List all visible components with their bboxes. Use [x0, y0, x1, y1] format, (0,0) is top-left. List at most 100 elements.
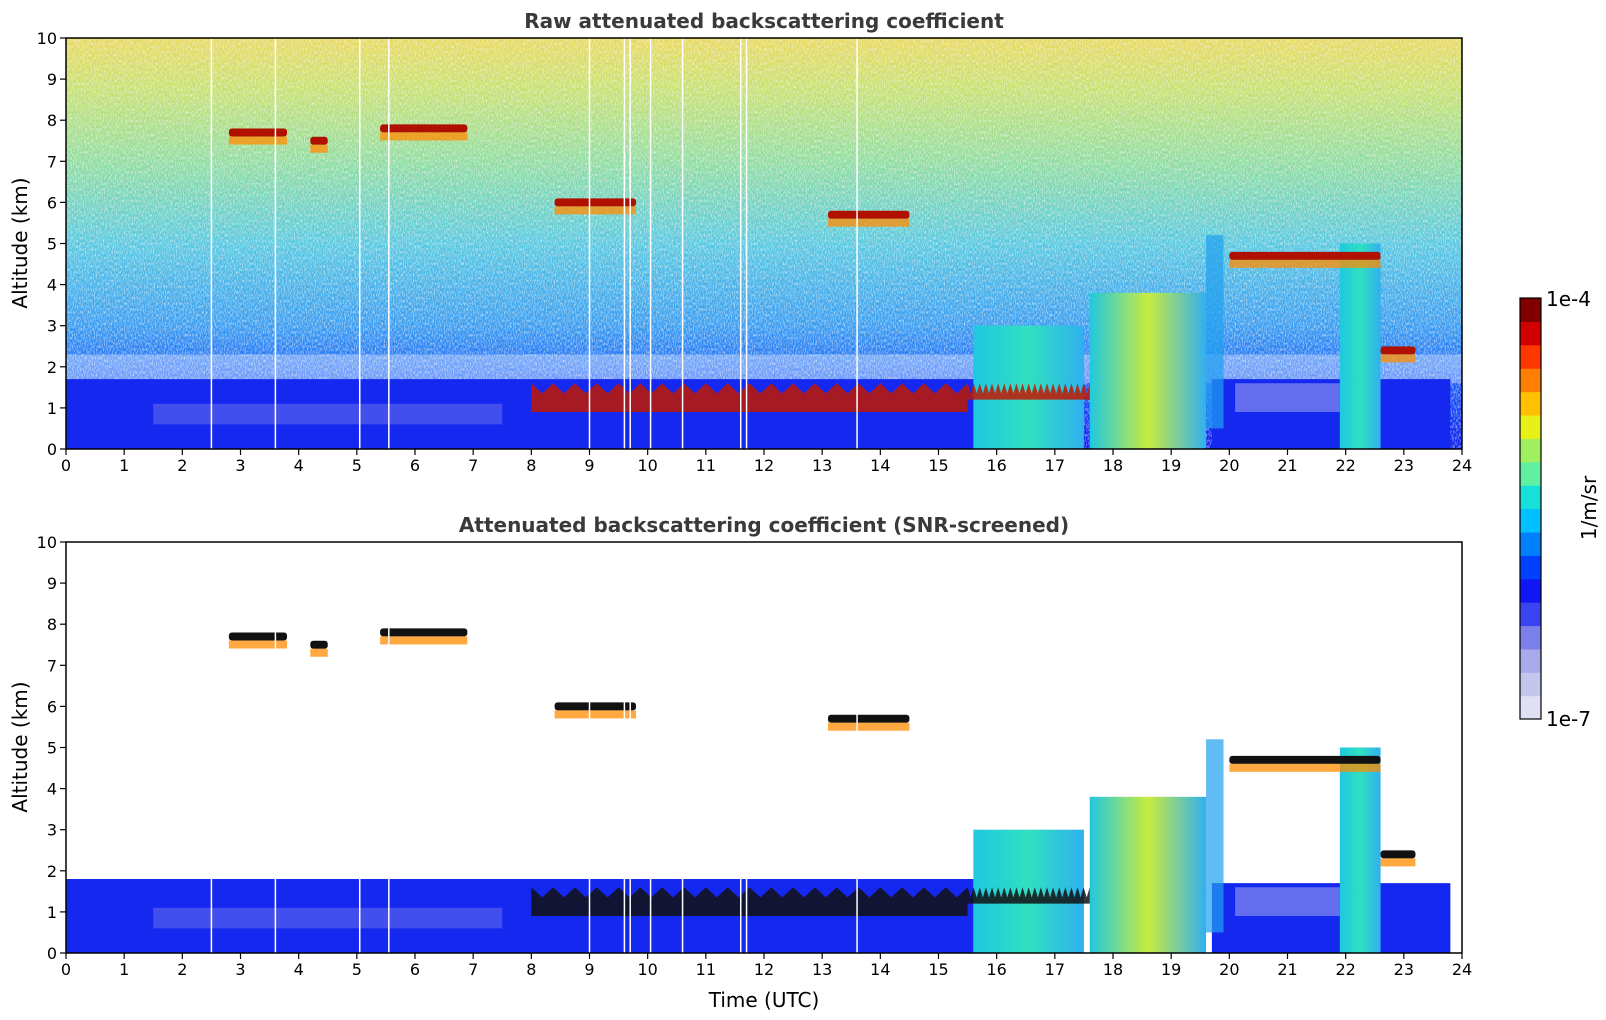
- x-tick-label: 19: [1161, 456, 1181, 475]
- cloud-layer-fall: [1229, 763, 1381, 772]
- x-tick-label: 18: [1103, 960, 1123, 979]
- cloud-layer: [310, 136, 328, 145]
- y-tick-label: 6: [47, 697, 57, 716]
- cloud-layer-fall: [554, 206, 637, 215]
- panel-title-screened: Attenuated backscattering coefficient (S…: [459, 513, 1069, 537]
- x-tick-label: 16: [986, 960, 1006, 979]
- boundary-layer-late-light: [1235, 383, 1340, 413]
- colorbar-swatch: [1520, 298, 1541, 322]
- colorbar-swatch: [1520, 672, 1541, 697]
- y-axis-raw: 0 1 2 3 4 5 6 7 8 9 10: [37, 29, 66, 459]
- x-tick-label: 10: [637, 456, 657, 475]
- y-tick-label: 2: [47, 862, 57, 881]
- panel-title-raw: Raw attenuated backscattering coefficien…: [524, 9, 1004, 33]
- x-tick-label: 4: [294, 456, 304, 475]
- cloud-layer-fall: [380, 132, 468, 141]
- x-tick-label: 4: [294, 960, 304, 979]
- x-tick-label: 5: [352, 456, 362, 475]
- x-tick-label: 14: [870, 960, 890, 979]
- y-tick-label: 1: [47, 399, 57, 418]
- x-tick-label: 11: [696, 960, 716, 979]
- cloud-layer: [380, 628, 468, 637]
- precipitation-column: [1339, 243, 1381, 449]
- x-tick-label: 6: [410, 960, 420, 979]
- colorbar-swatch: [1520, 578, 1541, 603]
- cloud-layer: [1380, 346, 1416, 355]
- x-tick-label: 17: [1045, 960, 1065, 979]
- colorbar-swatch: [1520, 508, 1541, 533]
- x-tick-label: 0: [61, 960, 71, 979]
- low-cloud: [967, 887, 1090, 904]
- y-tick-label: 10: [37, 533, 57, 552]
- x-tick-label: 22: [1335, 456, 1355, 475]
- x-tick-label: 2: [177, 960, 187, 979]
- x-tick-label: 21: [1277, 456, 1297, 475]
- virga: [1206, 739, 1224, 933]
- colorbar-swatch: [1520, 648, 1541, 673]
- x-tick-label: 1: [119, 960, 129, 979]
- cloud-layer: [1229, 755, 1381, 764]
- cloud-layer-fall: [827, 722, 910, 731]
- panel-screened: Attenuated backscattering coefficient (S…: [8, 513, 1472, 1012]
- y-tick-label: 2: [47, 358, 57, 377]
- x-tick-label: 2: [177, 456, 187, 475]
- cloud-layer: [1380, 850, 1416, 859]
- x-tick-label: 23: [1394, 456, 1414, 475]
- y-tick-label: 8: [47, 111, 57, 130]
- colorbar-swatch: [1520, 531, 1541, 556]
- colorbar-swatch: [1520, 391, 1541, 416]
- boundary-layer-late-light: [1235, 887, 1340, 917]
- y-tick-label: 0: [47, 440, 57, 459]
- precipitation-column: [1089, 292, 1207, 449]
- colorbar-max-label: 1e-4: [1546, 287, 1591, 311]
- x-tick-label: 8: [526, 456, 536, 475]
- x-tick-label: 7: [468, 960, 478, 979]
- x-tick-label: 3: [235, 456, 245, 475]
- cloud-layer-fall: [1380, 354, 1416, 363]
- precipitation-column: [1089, 796, 1207, 953]
- x-tick-label: 15: [928, 456, 948, 475]
- cloud-layer-fall: [380, 636, 468, 645]
- x-tick-label: 9: [584, 456, 594, 475]
- x-tick-label: 20: [1219, 960, 1239, 979]
- y-tick-label: 1: [47, 903, 57, 922]
- cloud-layer: [228, 632, 288, 641]
- x-tick-label: 12: [754, 456, 774, 475]
- x-tick-label: 23: [1394, 960, 1414, 979]
- low-cloud: [531, 887, 968, 917]
- cloud-layer-fall: [310, 648, 328, 657]
- colorbar: 1e-4 1e-7 1/m/sr: [1519, 287, 1601, 731]
- cloud-layer-fall: [827, 218, 910, 227]
- cloud-layer-fall: [228, 136, 288, 145]
- cloud-layer: [380, 124, 468, 133]
- x-axis-label-screened: Time (UTC): [708, 988, 820, 1012]
- x-tick-label: 1: [119, 456, 129, 475]
- x-tick-label: 24: [1452, 960, 1472, 979]
- boundary-layer-light: [153, 907, 503, 929]
- colorbar-frame: [1519, 297, 1542, 720]
- x-axis-raw: 0 1 2 3 4 5 6 7 8 9 10 11 12 13 14 15 16 17 18 19 20 21 22 23 24: [61, 449, 1472, 475]
- colorbar-unit-label: 1/m/sr: [1577, 475, 1601, 540]
- x-tick-label: 15: [928, 960, 948, 979]
- colorbar-swatch: [1520, 344, 1541, 369]
- cloud-layer-fall: [1229, 259, 1381, 268]
- y-axis-screened: 0 1 2 3 4 5 6 7 8 9 10: [37, 533, 66, 963]
- x-tick-label: 17: [1045, 456, 1065, 475]
- panel-raw: Raw attenuated backscattering coefficien…: [8, 9, 1472, 475]
- precipitation-column: [1339, 747, 1381, 953]
- colorbar-swatch: [1520, 461, 1541, 486]
- low-cloud: [531, 383, 968, 413]
- y-tick-label: 3: [47, 821, 57, 840]
- cloud-layer: [827, 210, 910, 219]
- cloud-layer-fall: [310, 144, 328, 153]
- x-tick-label: 11: [696, 456, 716, 475]
- colorbar-min-label: 1e-7: [1546, 707, 1591, 731]
- y-tick-label: 7: [47, 656, 57, 675]
- x-tick-label: 21: [1277, 960, 1297, 979]
- x-tick-label: 22: [1335, 960, 1355, 979]
- cloud-layer-fall: [1380, 858, 1416, 867]
- cloud-layer: [827, 714, 910, 723]
- x-tick-label: 14: [870, 456, 890, 475]
- x-tick-label: 3: [235, 960, 245, 979]
- y-tick-label: 6: [47, 193, 57, 212]
